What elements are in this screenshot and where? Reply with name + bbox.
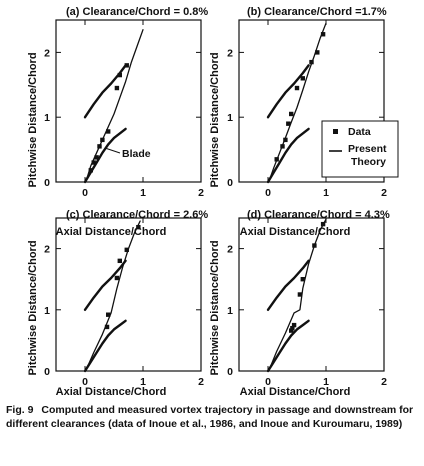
x-axis-label-bottom-left: Axial Distance/Chord — [56, 386, 167, 398]
data-point — [100, 137, 105, 143]
x-tick-label: 2 — [381, 187, 387, 199]
x-axis-label-bottom-right: Axial Distance/Chord — [240, 386, 351, 398]
theory-line — [85, 220, 141, 371]
y-axis-label-right-bottom: Pitchwise Distance/Chord — [209, 240, 221, 375]
data-point — [106, 129, 111, 134]
y-tick-label: 2 — [44, 244, 50, 256]
panel-d: 0 0 1 1 2 2 — [227, 217, 387, 388]
y-tick-label: 2 — [227, 47, 233, 59]
x-tick-label: 0 — [265, 376, 271, 388]
legend: Data Present Theory — [321, 120, 399, 178]
data-point — [114, 85, 120, 91]
blade-pressure-curve — [266, 259, 310, 311]
x-tick-label: 2 — [198, 376, 204, 388]
data-point — [294, 85, 300, 91]
data-point — [274, 157, 279, 162]
y-tick-label: 2 — [44, 47, 50, 59]
blade-leader-line — [104, 147, 121, 154]
y-tick-label: 0 — [227, 366, 233, 378]
x-tick-label: 1 — [140, 187, 146, 199]
panel-a-title: (a) Clearance/Chord = 0.8% — [66, 6, 208, 18]
y-tick-label: 1 — [44, 112, 50, 124]
y-tick-label: 1 — [44, 305, 50, 317]
figure-caption-text: Computed and measured vortex trajectory … — [6, 404, 414, 430]
y-tick-label: 2 — [227, 244, 233, 256]
figure-caption: Fig. 9 Computed and measured vortex traje… — [6, 404, 422, 431]
data-point — [91, 160, 96, 165]
panel-d-title: (d) Clearance/Chord = 4.3% — [247, 209, 390, 221]
data-point — [88, 168, 93, 173]
panel-b-title: (b) Clearance/Chord =1.7% — [247, 6, 387, 18]
y-axis-label-bottom: Pitchwise Distance/Chord — [27, 240, 39, 375]
data-point — [117, 72, 122, 78]
data-point — [315, 50, 320, 55]
x-tick-label: 0 — [82, 376, 88, 388]
legend-theory-label-2: Theory — [351, 156, 386, 168]
data-point — [104, 324, 110, 330]
data-point — [289, 111, 294, 117]
panel-a-frame — [55, 19, 202, 183]
data-point — [124, 247, 129, 253]
data-point — [300, 277, 305, 282]
blade-suction-curve — [83, 127, 127, 184]
data-point — [106, 312, 111, 317]
legend-theory-label-1: Present — [348, 143, 387, 155]
x-tick-label: 1 — [140, 376, 146, 388]
blade-pressure-curve — [83, 259, 127, 311]
panel-b-frame — [238, 19, 385, 183]
panel-c: 0 0 1 1 2 2 — [44, 217, 204, 388]
y-tick-label: 0 — [44, 177, 50, 189]
data-point — [94, 155, 99, 160]
data-point — [97, 144, 102, 149]
x-axis-label-right: Axial Distance/Chord — [240, 226, 351, 238]
blade-suction-curve — [83, 319, 127, 373]
panel-c-title: (c) Clearance/Chord = 2.6% — [66, 209, 208, 221]
data-point — [320, 32, 326, 37]
y-axis-label-top: Pitchwise Distance/Chord — [27, 52, 39, 187]
x-axis-label-left: Axial Distance/Chord — [56, 226, 167, 238]
y-tick-label: 0 — [227, 177, 233, 189]
data-point — [280, 144, 285, 149]
data-point — [117, 258, 122, 264]
x-tick-label: 0 — [82, 187, 88, 199]
y-tick-label: 1 — [227, 305, 233, 317]
data-point — [320, 221, 326, 227]
blade-pressure-curve — [83, 64, 127, 119]
x-tick-label: 1 — [323, 187, 329, 199]
panel-b: 0 0 1 1 2 2 — [227, 19, 387, 199]
data-point — [312, 243, 317, 248]
x-tick-label: 2 — [198, 187, 204, 199]
data-point — [300, 76, 305, 81]
legend-data-label: Data — [348, 126, 371, 138]
figure-canvas: 0 0 1 1 2 2 0 0 1 1 2 2 0 0 1 1 2 2 0 0 1 1 2 2 Pitchwise Dista… — [27, 6, 399, 398]
data-point — [124, 63, 129, 68]
data-point — [309, 59, 314, 65]
blade-suction-curve — [266, 127, 310, 184]
panel-d-frame — [238, 217, 385, 372]
x-tick-label: 2 — [381, 376, 387, 388]
panel-c-frame — [55, 217, 202, 372]
data-point — [291, 322, 297, 328]
blade-suction-curve — [266, 319, 310, 373]
figure-number: Fig. 9 — [6, 404, 34, 416]
y-tick-label: 0 — [44, 366, 50, 378]
data-point — [286, 121, 291, 126]
data-point — [136, 224, 141, 230]
blade-label: Blade — [122, 148, 151, 160]
data-point — [283, 137, 288, 143]
data-point — [297, 292, 303, 297]
chart-panels: 0 0 1 1 2 2 0 0 1 1 2 2 0 0 1 1 2 2 0 0 1 1 2 2 — [44, 19, 387, 388]
data-point — [289, 328, 294, 333]
x-tick-label: 1 — [323, 376, 329, 388]
blade-pressure-curve — [266, 64, 310, 119]
y-axis-label-right-top: Pitchwise Distance/Chord — [209, 52, 221, 187]
data-point — [290, 325, 295, 331]
theory-line — [268, 218, 327, 371]
x-tick-label: 0 — [265, 187, 271, 199]
y-tick-label: 1 — [227, 112, 233, 124]
data-point — [114, 275, 120, 281]
panel-a: 0 0 1 1 2 2 — [44, 19, 204, 199]
legend-data-marker — [333, 129, 338, 134]
